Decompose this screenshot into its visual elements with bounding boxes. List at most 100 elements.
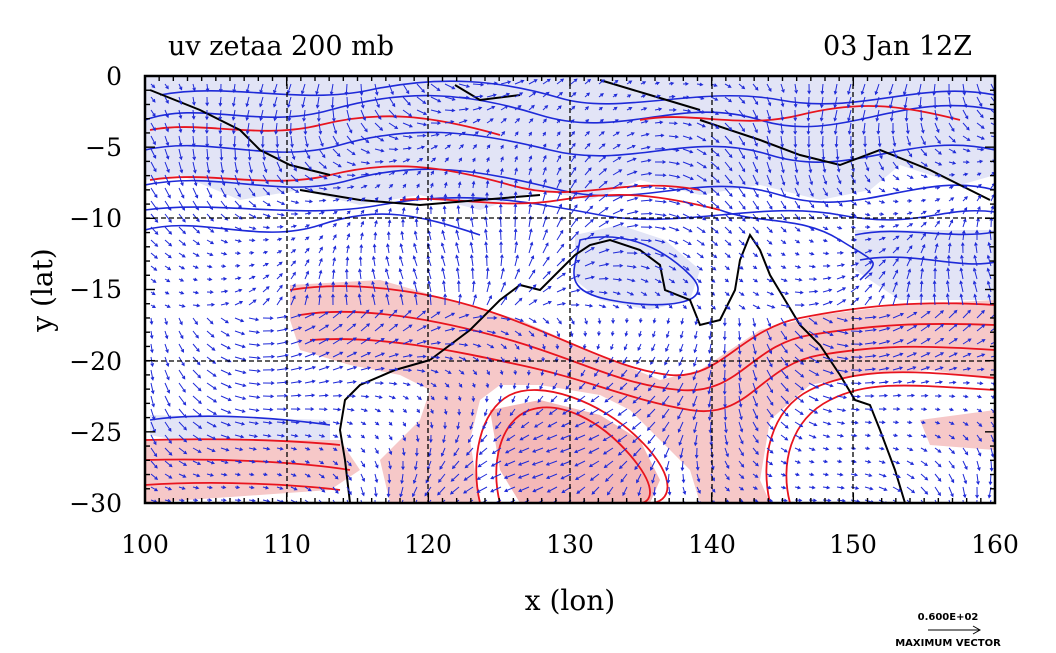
wind-vector (477, 460, 488, 468)
wind-vector (458, 343, 469, 347)
wind-vector (667, 486, 672, 496)
wind-vector (318, 187, 328, 191)
wind-vector (948, 109, 954, 121)
wind-vector (534, 421, 544, 428)
wind-vector (192, 498, 199, 503)
wind-vector (444, 342, 455, 346)
wind-vector (205, 135, 210, 148)
wind-vector (682, 265, 690, 271)
wind-vector (570, 317, 575, 325)
wind-vector (486, 118, 494, 124)
wind-vector (962, 83, 967, 96)
wind-vector (833, 122, 838, 135)
wind-vector (402, 395, 410, 400)
wind-vector (532, 447, 544, 453)
wind-vector (398, 255, 404, 267)
wind-vector (906, 486, 916, 494)
wind-vector (696, 82, 704, 87)
wind-vector (874, 96, 880, 109)
wind-vector (948, 407, 955, 412)
wind-vector (780, 200, 787, 210)
wind-vector (780, 356, 789, 367)
wind-vector (677, 408, 684, 420)
wind-vector (220, 277, 228, 281)
wind-vector (624, 317, 629, 324)
wind-vector (583, 330, 588, 337)
wind-vector (332, 198, 340, 202)
wind-vector (752, 408, 759, 420)
wind-vector (248, 434, 259, 438)
wind-vector (766, 382, 774, 394)
wind-vector (542, 91, 550, 98)
wind-vector (164, 161, 170, 174)
wind-vector (794, 408, 804, 415)
wind-vector (318, 460, 325, 465)
wind-vector (878, 326, 891, 332)
wind-vector (934, 338, 945, 345)
wind-vector (345, 96, 350, 109)
wind-vector (668, 148, 680, 152)
wind-vector (500, 356, 505, 363)
wind-vector (696, 304, 702, 310)
wind-vector (693, 330, 698, 340)
wind-vector (780, 291, 790, 296)
wind-vector (332, 222, 337, 228)
wind-vector (374, 171, 383, 176)
wind-vector (234, 421, 246, 426)
wind-vector (262, 407, 274, 412)
wind-vector (738, 369, 742, 382)
wind-vector (976, 135, 985, 140)
wind-vector (592, 382, 600, 390)
wind-vector (878, 212, 885, 217)
wind-vector (892, 235, 900, 241)
wind-vector (192, 187, 199, 199)
wind-vector (542, 343, 546, 351)
wind-vector (808, 382, 820, 389)
wind-vector (570, 245, 580, 254)
wind-vector (864, 261, 873, 267)
wind-vector (192, 330, 199, 339)
wind-vector (933, 96, 938, 109)
wind-vector (360, 148, 371, 154)
wind-vector (724, 265, 730, 271)
wind-vector (486, 144, 491, 150)
wind-vector (808, 277, 818, 282)
wind-vector (752, 122, 758, 134)
wind-vector (331, 293, 335, 306)
wind-vector (738, 395, 743, 408)
wind-vector (584, 106, 590, 111)
wind-vector (514, 317, 524, 322)
wind-vector (556, 203, 563, 215)
wind-vector (962, 408, 969, 412)
wind-vector (457, 192, 461, 202)
wind-vector (766, 83, 772, 93)
wind-vector (164, 122, 169, 133)
wind-vector (514, 79, 525, 85)
wind-vector (696, 135, 707, 142)
wind-vector (484, 203, 489, 215)
wind-vector (603, 460, 614, 469)
wind-vector (780, 174, 786, 186)
wind-vector (458, 293, 462, 306)
wind-vector (724, 447, 729, 458)
wind-vector (304, 174, 314, 181)
wind-vector (878, 433, 885, 438)
wind-vector (509, 408, 516, 417)
wind-vector (220, 301, 230, 306)
wind-vector (464, 460, 474, 469)
wind-vector (865, 394, 875, 398)
wind-vector (607, 369, 614, 378)
wind-vector (537, 395, 544, 403)
wind-vector (662, 421, 670, 432)
wind-vector (513, 191, 518, 202)
wind-vector (273, 83, 278, 95)
wind-vector (654, 146, 666, 151)
wind-vector (248, 287, 257, 293)
wind-vector (205, 109, 209, 121)
wind-vector (633, 382, 642, 391)
wind-vector (276, 353, 289, 358)
wind-vector (710, 161, 720, 171)
wind-vector (400, 230, 404, 241)
wind-vector (906, 393, 916, 398)
wind-vector (514, 144, 518, 150)
